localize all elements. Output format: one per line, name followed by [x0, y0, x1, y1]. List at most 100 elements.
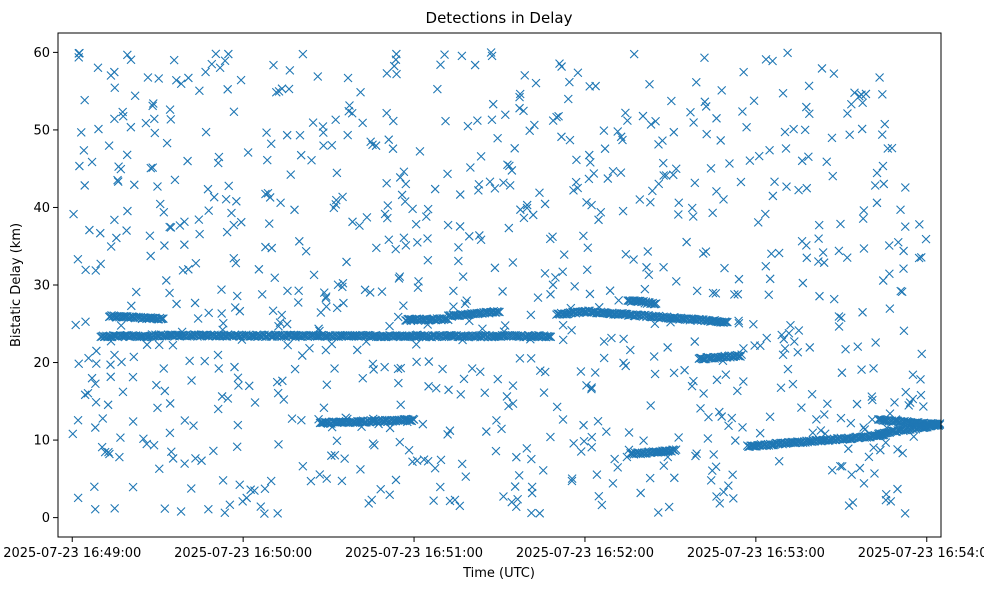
detection-marker — [213, 404, 223, 414]
detection-marker — [647, 186, 657, 196]
detection-marker — [154, 464, 164, 474]
detection-marker — [738, 377, 748, 386]
detection-marker — [418, 419, 428, 429]
detection-marker — [183, 264, 193, 274]
detection-marker — [298, 49, 308, 59]
detection-marker — [313, 72, 323, 81]
detection-marker — [315, 470, 325, 479]
detection-marker — [778, 350, 788, 360]
detection-marker — [389, 61, 399, 71]
detection-marker — [900, 222, 910, 231]
detection-marker — [485, 177, 495, 187]
detection-marker — [85, 225, 94, 235]
detection-marker — [343, 73, 353, 83]
detection-marker — [807, 389, 817, 399]
detection-marker — [869, 443, 879, 453]
detection-marker — [592, 470, 602, 480]
detection-marker — [836, 219, 845, 229]
detection-marker — [870, 181, 880, 190]
detection-marker — [538, 465, 548, 475]
detection-marker — [460, 299, 470, 309]
detection-marker — [146, 163, 156, 173]
detection-marker — [394, 274, 404, 283]
detection-marker — [139, 434, 148, 444]
detection-marker — [765, 412, 775, 422]
detection-marker — [558, 415, 568, 424]
detection-marker — [122, 50, 132, 60]
detection-marker — [872, 168, 882, 178]
detection-marker — [579, 436, 589, 446]
x-tick-label: 2025-07-23 16:53:00 — [687, 546, 825, 561]
detection-marker — [178, 266, 188, 275]
detection-marker — [393, 378, 403, 388]
detection-marker — [371, 243, 381, 253]
detection-marker — [600, 144, 610, 154]
detection-marker — [91, 266, 101, 275]
detection-marker — [295, 130, 305, 140]
detection-marker — [230, 303, 240, 312]
detection-marker — [828, 171, 838, 181]
detection-marker — [822, 399, 832, 409]
detection-marker — [153, 403, 162, 413]
detection-marker — [141, 118, 151, 128]
detection-marker — [200, 356, 210, 366]
detection-marker — [142, 340, 152, 350]
detection-marker — [380, 362, 390, 372]
detection-marker — [189, 421, 198, 431]
detection-marker — [818, 248, 828, 257]
detection-marker — [259, 509, 269, 518]
detection-marker — [780, 127, 790, 137]
detection-marker — [813, 257, 823, 266]
detection-marker — [729, 290, 739, 299]
detection-marker — [864, 452, 874, 462]
detection-marker — [203, 184, 213, 194]
detection-marker — [193, 314, 203, 323]
detection-marker — [194, 86, 204, 96]
detection-marker — [111, 233, 121, 243]
detection-marker — [287, 414, 297, 424]
detection-marker — [171, 75, 181, 85]
detection-marker — [689, 376, 698, 386]
detection-marker — [896, 205, 905, 215]
detection-marker — [343, 130, 353, 140]
detection-marker — [211, 49, 221, 59]
detection-marker — [794, 185, 803, 195]
detection-marker — [515, 92, 524, 102]
detection-marker — [122, 150, 132, 160]
detection-marker — [391, 55, 401, 65]
detection-marker — [836, 313, 846, 323]
detection-marker — [646, 120, 656, 129]
detection-marker — [155, 199, 165, 209]
detection-marker — [666, 96, 676, 106]
detection-marker — [780, 344, 790, 353]
detection-marker — [217, 309, 227, 318]
detection-marker — [282, 319, 292, 329]
detection-marker — [858, 307, 867, 317]
detection-marker — [750, 341, 760, 350]
chart-title: Detections in Delay — [426, 9, 573, 27]
detection-marker — [857, 124, 867, 134]
detection-marker — [470, 60, 480, 70]
detection-marker — [708, 208, 718, 218]
detection-marker — [798, 278, 808, 288]
detection-marker — [730, 436, 740, 445]
detection-marker — [91, 359, 101, 369]
detection-marker — [277, 310, 287, 320]
detection-marker — [503, 160, 512, 170]
detection-marker — [649, 299, 659, 309]
detection-marker — [767, 249, 776, 259]
detection-marker — [573, 68, 583, 78]
detection-marker — [423, 234, 432, 243]
detection-marker — [74, 48, 84, 58]
detection-marker — [638, 111, 648, 121]
detection-marker — [742, 122, 751, 132]
detection-marker — [409, 415, 419, 425]
detection-marker — [802, 183, 812, 193]
detection-marker — [850, 88, 859, 98]
detection-marker — [734, 316, 743, 326]
detection-marker — [221, 194, 231, 204]
detection-marker — [552, 402, 562, 412]
marks-layer — [68, 48, 945, 518]
detection-marker — [243, 148, 253, 157]
